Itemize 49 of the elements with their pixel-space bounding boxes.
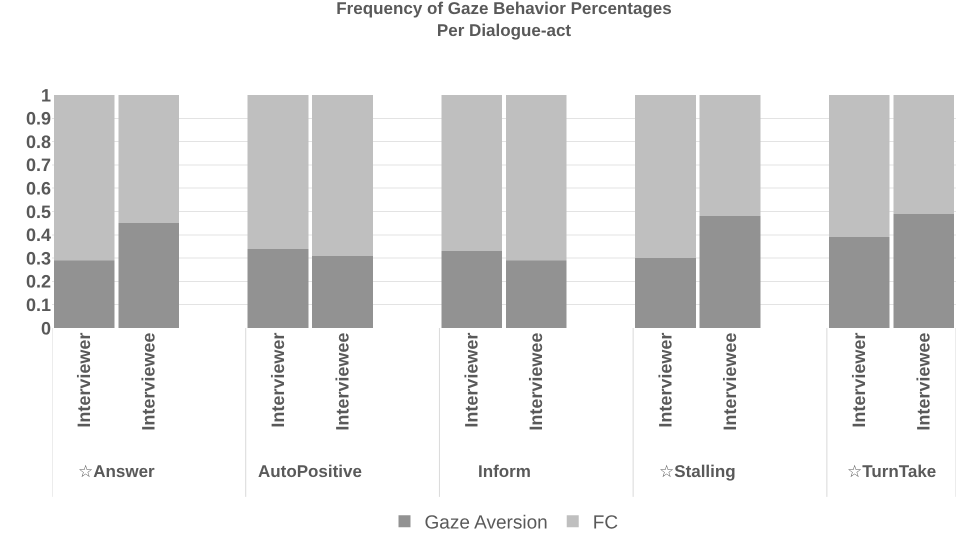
x-tick-label: Interviewee xyxy=(526,332,546,431)
bar xyxy=(635,258,696,328)
y-tick-label: 0.6 xyxy=(26,178,51,198)
bar xyxy=(700,95,760,216)
y-tick-label: 0.9 xyxy=(26,108,51,129)
bar xyxy=(312,95,373,256)
y-tick-label: 0.1 xyxy=(26,295,51,315)
x-tick-label: Interviewee xyxy=(720,332,740,431)
legend-label: FC xyxy=(592,512,618,534)
bar xyxy=(828,95,890,238)
y-tick-label: 0.7 xyxy=(26,155,51,176)
bar xyxy=(312,256,373,328)
text: ☆TurnTake xyxy=(847,462,936,481)
text: AutoPositive xyxy=(258,462,362,481)
y-tick-label: 1 xyxy=(40,85,51,106)
x-tick-label: Interviewer xyxy=(655,332,676,428)
y-tick-label: 0.4 xyxy=(26,225,51,246)
text: ☆Answer xyxy=(78,462,156,481)
x-tick-label: Interviewer xyxy=(848,332,869,428)
bar xyxy=(248,95,308,249)
chart-title: Frequency of Gaze Behavior Percentages Per Dialogue-act xyxy=(336,0,672,40)
y-tick-label: 0.2 xyxy=(26,272,51,292)
x-tick-label: Interviewee xyxy=(332,332,352,431)
bar xyxy=(54,95,115,260)
y-tick-label: 0.3 xyxy=(26,248,51,268)
bar xyxy=(635,95,696,258)
text: ☆Stalling xyxy=(659,462,736,481)
x-tick-label: Interviewer xyxy=(74,332,94,428)
bar xyxy=(118,95,180,224)
x-tick-label: Interviewee xyxy=(914,332,934,431)
bar xyxy=(506,95,567,260)
y-tick-label: 0 xyxy=(40,318,51,338)
bar xyxy=(54,260,115,328)
bar xyxy=(506,260,567,328)
y-tick-label: 0.5 xyxy=(26,202,51,222)
x-tick-label: Interviewer xyxy=(462,332,482,428)
x-tick-label: Interviewer xyxy=(268,332,288,428)
bar xyxy=(248,248,308,328)
bar xyxy=(893,214,954,328)
bar xyxy=(893,95,954,214)
bar xyxy=(118,223,180,328)
legend-label: Gaze Aversion xyxy=(424,512,548,534)
bar xyxy=(441,251,502,328)
text: Inform xyxy=(478,462,531,481)
bar xyxy=(828,237,890,328)
bar xyxy=(700,216,760,328)
bar xyxy=(441,95,502,252)
y-tick-label: 0.8 xyxy=(26,132,51,152)
x-tick-label: Interviewee xyxy=(138,332,159,431)
